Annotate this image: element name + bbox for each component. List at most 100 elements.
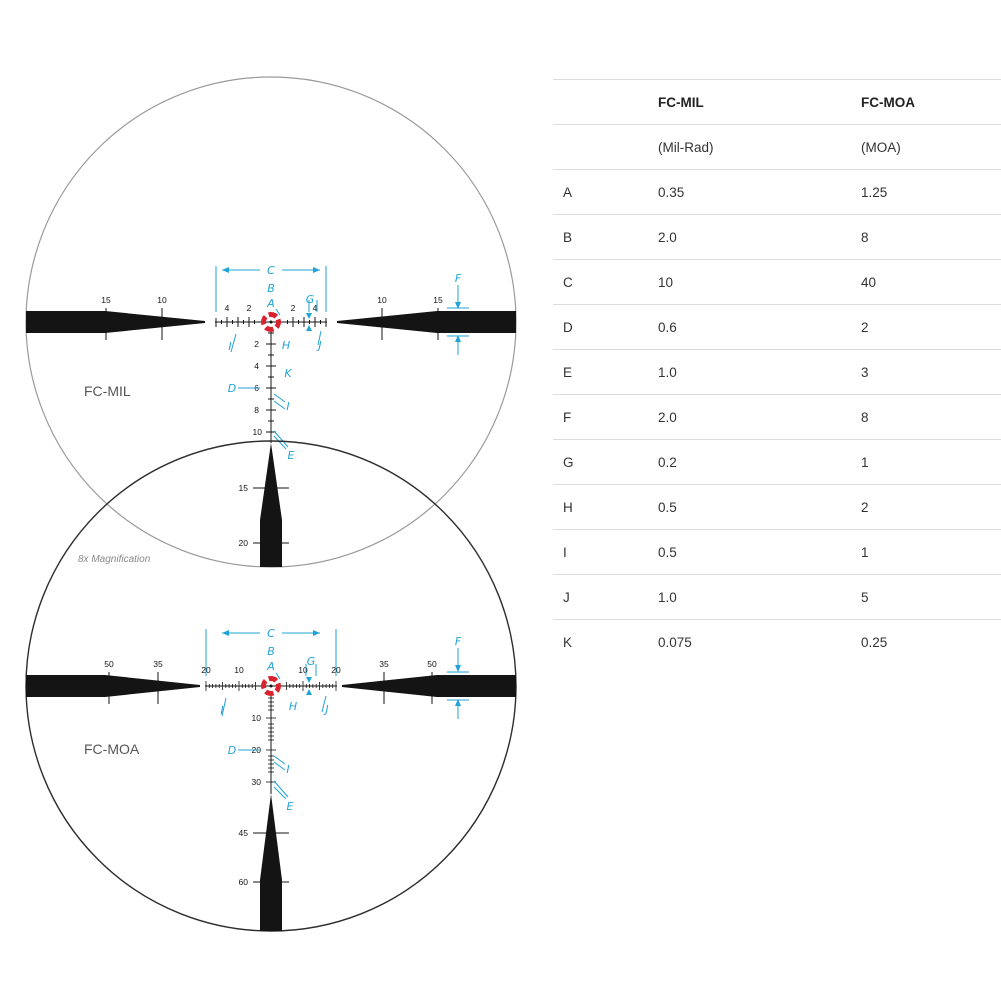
fc-moa-label-inner-right: 10 bbox=[298, 665, 308, 675]
fc-mil-annotations bbox=[215, 266, 469, 450]
table-row: I 0.5 1 bbox=[553, 529, 1001, 575]
fc-moa-letter-j: J bbox=[323, 703, 328, 716]
fc-mil-vlabel: 10 bbox=[253, 427, 263, 437]
table-row: G 0.2 1 bbox=[553, 439, 1001, 485]
fc-moa-label-mid-left: 35 bbox=[153, 659, 163, 669]
table-row: E 1.0 3 bbox=[553, 349, 1001, 395]
table-cell-mil: 1.0 bbox=[658, 574, 853, 620]
table-cell-mil: 0.075 bbox=[658, 619, 853, 664]
table-cell-label: H bbox=[553, 484, 658, 530]
table-cell-mil: 2.0 bbox=[658, 214, 853, 260]
fc-moa-letter-f: F bbox=[455, 635, 462, 648]
table-cell-mil: 0.2 bbox=[658, 439, 853, 485]
fc-mil-name: FC-MIL bbox=[84, 383, 131, 399]
table-cell-label: B bbox=[553, 214, 658, 260]
fc-mil-vertical-ticks bbox=[266, 332, 276, 433]
table-cell-mil: 0.5 bbox=[658, 529, 853, 575]
table-cell-moa: 3 bbox=[853, 349, 1001, 395]
table-row: H 0.5 2 bbox=[553, 484, 1001, 530]
table-cell-mil: 0.6 bbox=[658, 304, 853, 350]
reticle-diagram: 15 10 4 2 2 4 10 15 2 4 6 8 10 15 20 FC-… bbox=[25, 76, 517, 932]
table-subheader-cell bbox=[553, 124, 658, 170]
fc-moa-letter-e: E bbox=[287, 800, 294, 813]
reticle-spec-table: FC-MIL FC-MOA (Mil-Rad) (MOA) A 0.35 1.25 … bbox=[553, 79, 1001, 664]
fc-mil-letter-h: H bbox=[282, 339, 290, 352]
fc-mil-label-inner-left: 2 bbox=[247, 303, 252, 313]
fc-moa-label-far-left: 50 bbox=[104, 659, 114, 669]
fc-moa-vlabel: 60 bbox=[239, 877, 249, 887]
table-cell-moa: 8 bbox=[853, 214, 1001, 260]
fc-moa-label-far-right: 50 bbox=[427, 659, 437, 669]
table-row: B 2.0 8 bbox=[553, 214, 1001, 260]
fc-moa-right-post bbox=[342, 675, 516, 697]
fc-moa-name: FC-MOA bbox=[84, 741, 140, 757]
table-cell-moa: 1 bbox=[853, 529, 1001, 575]
table-cell-moa: 5 bbox=[853, 574, 1001, 620]
table-cell-label: D bbox=[553, 304, 658, 350]
fc-mil-label-near-left: 4 bbox=[225, 303, 230, 313]
fc-mil-vlabel: 4 bbox=[254, 361, 259, 371]
table-cell-moa: 8 bbox=[853, 394, 1001, 440]
fc-mil-letter-d: D bbox=[228, 382, 236, 395]
fc-moa-letter-d: D bbox=[228, 744, 236, 757]
fc-moa-letter-b: B bbox=[267, 645, 275, 658]
fc-mil-vlabel: 20 bbox=[239, 538, 249, 548]
fc-moa-vlabel: 30 bbox=[252, 777, 262, 787]
fc-mil-letter-c: C bbox=[267, 264, 275, 277]
table-cell-mil: 0.5 bbox=[658, 484, 853, 530]
fc-mil-letter-a: A bbox=[266, 297, 275, 310]
fc-moa-label-mid-right: 35 bbox=[379, 659, 389, 669]
fc-mil-center-dot bbox=[261, 312, 281, 332]
table-cell-label: E bbox=[553, 349, 658, 395]
fc-mil-label-far-left: 15 bbox=[101, 295, 111, 305]
table-cell-label: C bbox=[553, 259, 658, 305]
table-cell-moa: 40 bbox=[853, 259, 1001, 305]
fc-mil-letter-e: E bbox=[288, 449, 295, 462]
fc-mil-label-far-right: 15 bbox=[433, 295, 443, 305]
fc-mil-reticle: 15 10 4 2 2 4 10 15 2 4 6 8 10 15 20 FC-… bbox=[25, 76, 517, 568]
fc-mil-right-post bbox=[337, 311, 516, 333]
fc-moa-left-post bbox=[26, 675, 200, 697]
fc-mil-letter-i: I bbox=[286, 400, 289, 413]
fc-mil-label-near-right: 4 bbox=[313, 303, 318, 313]
fc-moa-letter-c: C bbox=[267, 627, 275, 640]
table-cell-mil: 0.35 bbox=[658, 169, 853, 215]
table-cell-mil: 2.0 bbox=[658, 394, 853, 440]
fc-mil-vlabel: 2 bbox=[254, 339, 259, 349]
fc-mil-vlabel: 8 bbox=[254, 405, 259, 415]
fc-moa-reticle: 50 35 20 10 10 20 35 50 10 20 30 45 60 F… bbox=[25, 440, 517, 932]
fc-mil-label-mid-left: 10 bbox=[157, 295, 167, 305]
fc-moa-vlabel: 45 bbox=[239, 828, 249, 838]
table-header-fc-moa: FC-MOA bbox=[853, 79, 1001, 125]
table-cell-label: F bbox=[553, 394, 658, 440]
table-cell-moa: 2 bbox=[853, 304, 1001, 350]
fc-moa-vlabel: 10 bbox=[252, 713, 262, 723]
fc-moa-bottom-post bbox=[260, 794, 282, 931]
table-cell-label: J bbox=[553, 574, 658, 620]
table-header-fc-mil: FC-MIL bbox=[658, 79, 853, 125]
fc-mil-letter-b: B bbox=[267, 282, 275, 295]
fc-mil-bottom-post bbox=[260, 443, 282, 567]
fc-mil-letter-j: J bbox=[316, 339, 321, 352]
fc-mil-left-post bbox=[26, 311, 205, 333]
table-cell-label: K bbox=[553, 619, 658, 664]
fc-moa-letter-i: I bbox=[286, 763, 289, 776]
fc-moa-letter-i-left: I bbox=[220, 704, 223, 717]
fc-mil-label-mid-right: 10 bbox=[377, 295, 387, 305]
table-cell-mil: 1.0 bbox=[658, 349, 853, 395]
table-cell-moa: 1.25 bbox=[853, 169, 1001, 215]
table-row: A 0.35 1.25 bbox=[553, 169, 1001, 215]
table-cell-label: A bbox=[553, 169, 658, 215]
fc-moa-center-dot bbox=[261, 676, 281, 696]
fc-moa-letter-a: A bbox=[266, 660, 275, 673]
fc-moa-letter-h: H bbox=[289, 700, 297, 713]
table-cell-moa: 1 bbox=[853, 439, 1001, 485]
table-cell-mil: 10 bbox=[658, 259, 853, 305]
table-subheader-moa: (MOA) bbox=[853, 124, 1001, 170]
table-row: C 10 40 bbox=[553, 259, 1001, 305]
table-row: F 2.0 8 bbox=[553, 394, 1001, 440]
table-cell-moa: 2 bbox=[853, 484, 1001, 530]
table-header-cell bbox=[553, 79, 658, 125]
table-header-row: FC-MIL FC-MOA bbox=[553, 79, 1001, 125]
fc-mil-label-inner-right: 2 bbox=[291, 303, 296, 313]
